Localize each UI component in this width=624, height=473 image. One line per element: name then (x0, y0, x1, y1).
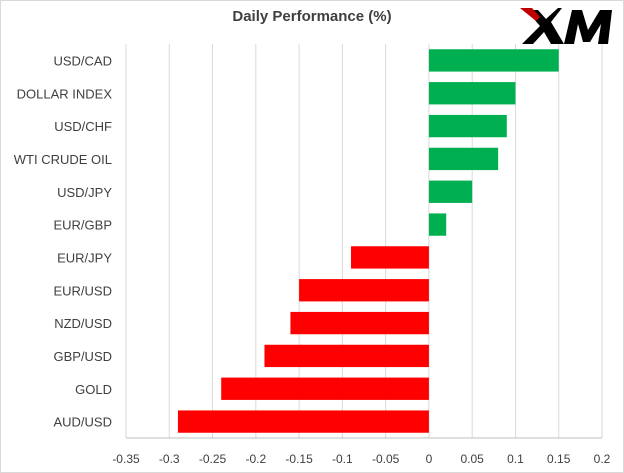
bar-usd-cad (428, 49, 559, 72)
bar-gold (221, 377, 429, 400)
bar-dollar-index (428, 82, 516, 105)
bars (177, 49, 559, 433)
x-tick-label: 0 (426, 452, 433, 466)
chart-title: Daily Performance (%) (232, 8, 392, 25)
category-label: USD/JPY (57, 185, 112, 200)
bar-eur-jpy (351, 246, 429, 269)
category-label: EUR/GBP (53, 218, 112, 233)
x-tick-label: -0.25 (199, 452, 227, 466)
bar-nzd-usd (290, 311, 429, 335)
x-tick-label: 0.15 (547, 452, 571, 466)
bar-eur-gbp (428, 213, 447, 236)
x-tick-label: -0.05 (372, 452, 400, 466)
xm-logo-icon (520, 8, 612, 44)
bar-wti-crude-oil (428, 147, 499, 171)
category-label: USD/CAD (53, 53, 112, 68)
x-tick-labels: -0.35 -0.3 -0.25 -0.2 -0.15 -0.1 -0.05 0 0.05 0.1… (112, 452, 610, 466)
x-tick-label: -0.2 (245, 452, 266, 466)
x-tick-label: -0.35 (112, 452, 140, 466)
category-label: USD/CHF (54, 119, 112, 134)
x-tick-label: -0.15 (285, 452, 313, 466)
bar-aud-usd (177, 410, 429, 433)
category-label: DOLLAR INDEX (17, 86, 113, 101)
category-label: EUR/JPY (57, 250, 112, 265)
category-label: NZD/USD (54, 316, 112, 331)
gridlines (125, 44, 603, 439)
x-tick-label: 0.05 (461, 452, 485, 466)
bar-usd-chf (428, 114, 507, 138)
x-tick-label: -0.1 (332, 452, 353, 466)
category-label: GBP/USD (53, 349, 112, 364)
category-label: AUD/USD (53, 415, 112, 430)
category-labels: USD/CAD DOLLAR INDEX USD/CHF WTI CRUDE OIL U… (14, 53, 113, 429)
x-tick-label: 0.2 (594, 452, 611, 466)
x-tick-label: 0.1 (507, 452, 524, 466)
bar-eur-usd (299, 279, 429, 302)
x-tick-label: -0.3 (159, 452, 180, 466)
category-label: EUR/USD (53, 283, 112, 298)
bar-usd-jpy (428, 180, 473, 203)
category-label: GOLD (75, 382, 112, 397)
bar-gbp-usd (264, 344, 429, 368)
category-label: WTI CRUDE OIL (14, 152, 112, 167)
